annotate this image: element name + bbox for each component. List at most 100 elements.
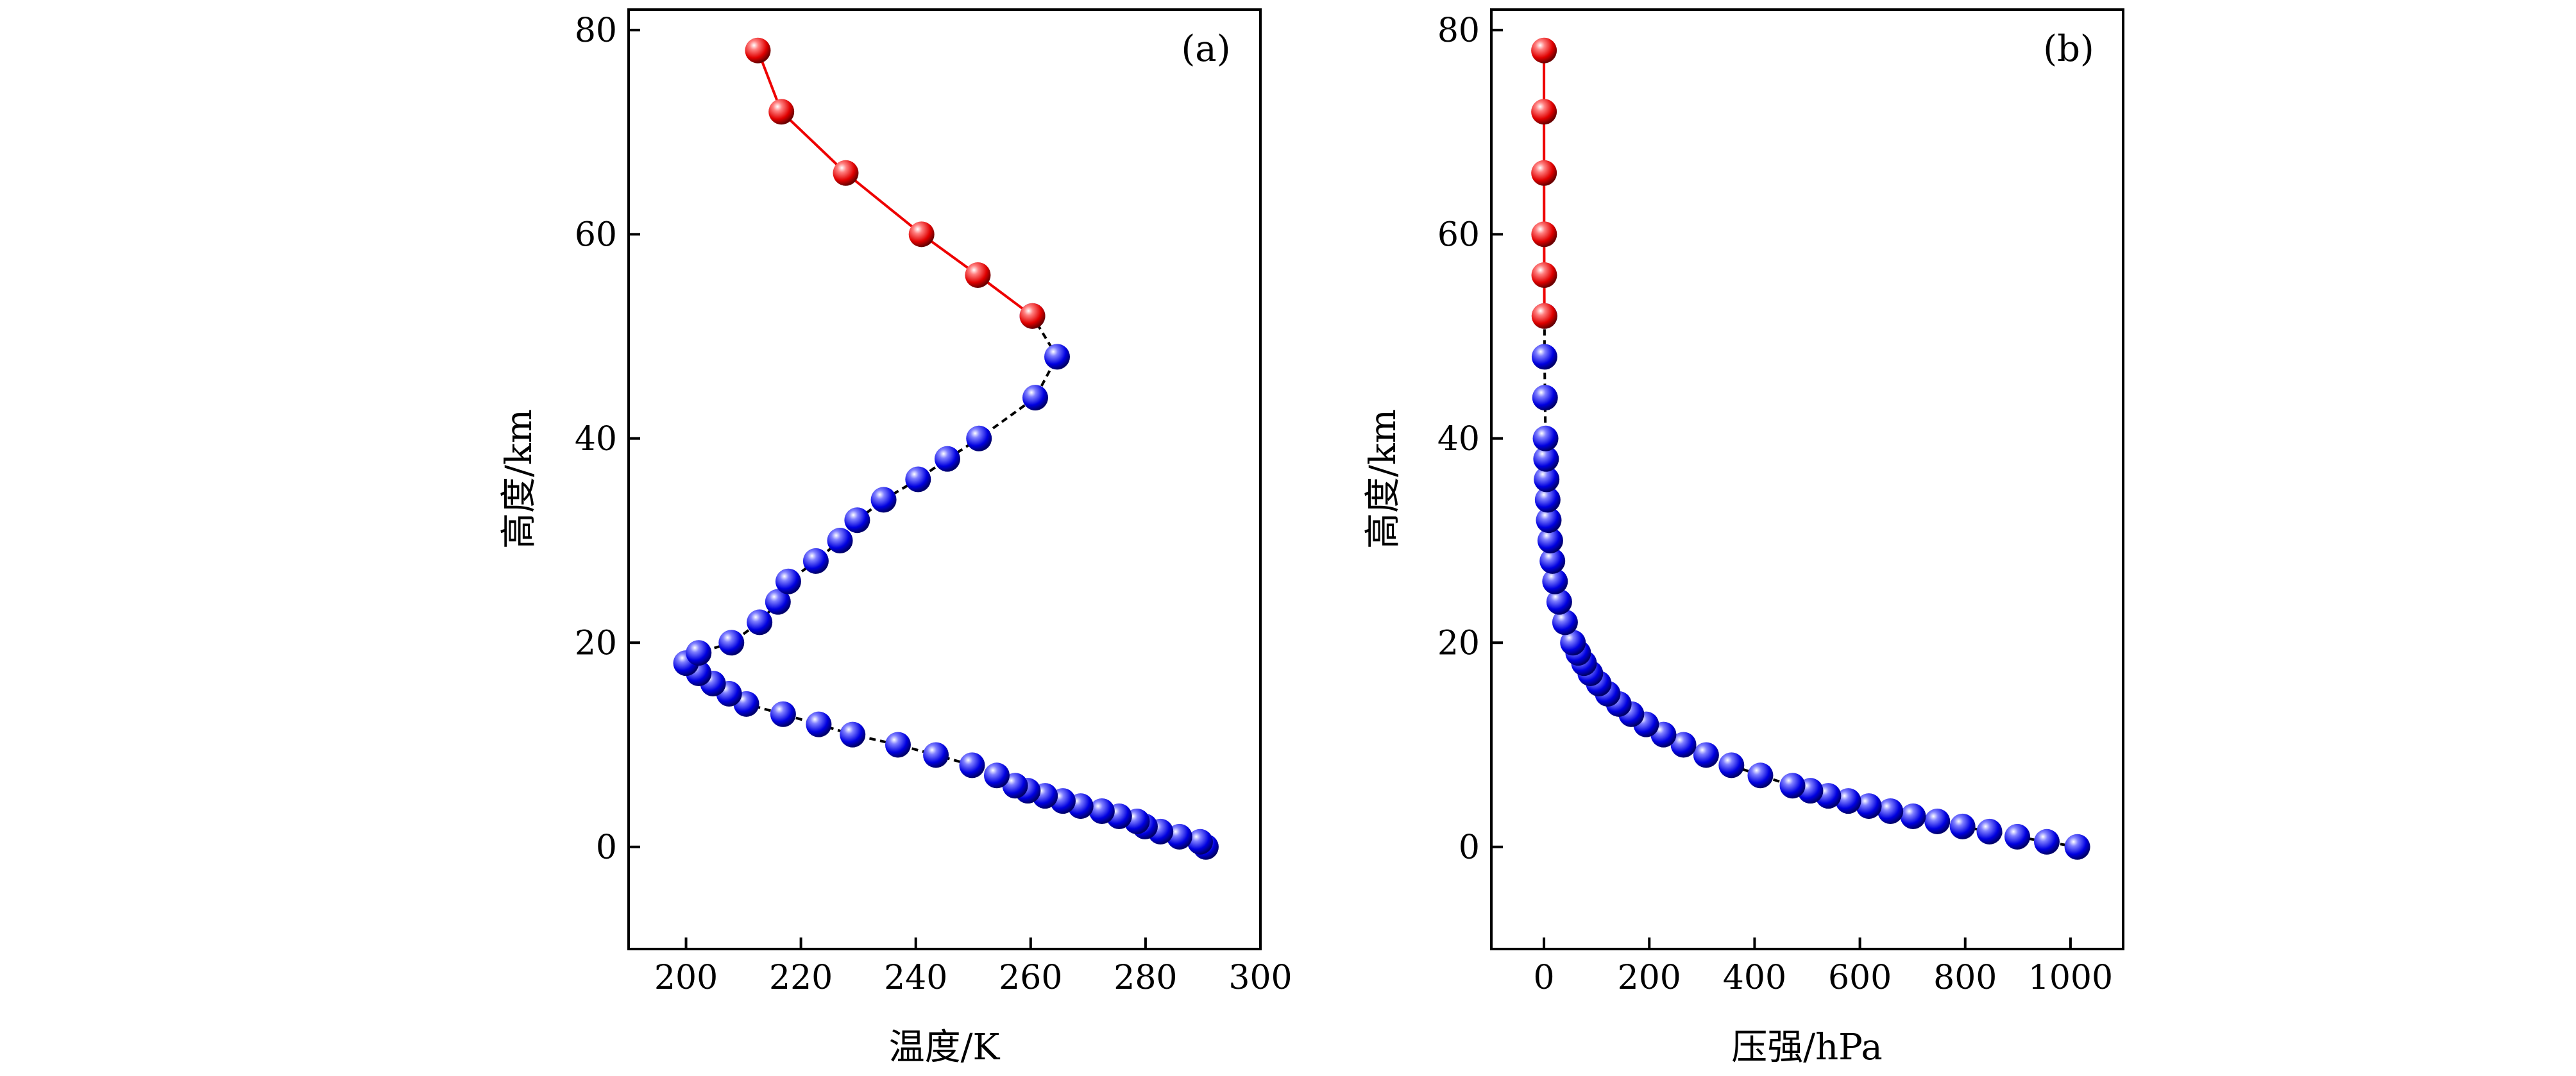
data-point-b-1-3 xyxy=(1531,160,1557,186)
data-point-b-0-1 xyxy=(2033,828,2060,855)
chart-panel-a: 200 220 240 260 280 300 0 20 40 60 80 (a) 温度/K 高度/… xyxy=(498,8,1292,1068)
data-point-b-1-1 xyxy=(1531,262,1557,289)
y-tick-label-a-0: 0 xyxy=(596,828,617,867)
data-point-a-0-7 xyxy=(1089,798,1115,825)
data-point-b-0-13 xyxy=(1747,762,1774,789)
data-point-b-0-4 xyxy=(1949,813,1976,839)
y-tick-label-b-1: 20 xyxy=(1437,624,1480,662)
x-tick-label-b-3: 600 xyxy=(1828,959,1892,997)
axis-ticks-b: 0 200 400 600 800 1000 0 20 40 60 80 xyxy=(1437,12,2113,997)
data-point-a-0-13 xyxy=(983,762,1010,789)
data-point-b-0-9 xyxy=(1835,788,1861,814)
series-markers-a xyxy=(673,37,1219,860)
data-point-b-0-34 xyxy=(1534,466,1560,492)
data-point-b-0-14 xyxy=(1718,752,1745,778)
data-point-b-0-26 xyxy=(1560,630,1586,656)
y-axis-label-a: 高度/km xyxy=(498,409,540,549)
x-tick-label-a-3: 260 xyxy=(999,959,1062,997)
data-point-b-1-2 xyxy=(1531,221,1557,248)
data-point-a-0-27 xyxy=(747,609,773,635)
data-point-a-0-17 xyxy=(840,721,866,748)
data-point-a-0-32 xyxy=(844,507,870,534)
x-tick-label-a-5: 300 xyxy=(1228,959,1292,997)
data-point-b-0-28 xyxy=(1546,589,1572,615)
data-point-a-0-29 xyxy=(775,568,801,594)
data-point-b-1-0 xyxy=(1531,303,1557,329)
data-point-b-0-32 xyxy=(1536,507,1562,534)
data-point-a-0-14 xyxy=(959,752,985,778)
x-tick-label-a-2: 240 xyxy=(884,959,947,997)
data-point-b-0-29 xyxy=(1542,568,1568,594)
axis-ticks-a: 200 220 240 260 280 300 0 20 40 60 80 xyxy=(575,12,1292,997)
x-axis-label-b: 压强/hPa xyxy=(1731,1027,1882,1068)
data-point-a-0-25 xyxy=(686,640,712,666)
data-point-a-1-5 xyxy=(745,37,771,63)
data-point-a-0-1 xyxy=(1187,828,1213,855)
data-point-b-0-31 xyxy=(1537,528,1563,554)
data-point-a-0-33 xyxy=(870,487,897,513)
data-point-b-0-7 xyxy=(1877,798,1904,825)
data-point-a-0-15 xyxy=(923,742,949,768)
data-point-b-0-37 xyxy=(1532,385,1558,411)
data-point-b-0-38 xyxy=(1531,344,1557,370)
panel-label-b: (b) xyxy=(2043,28,2094,70)
data-point-b-1-4 xyxy=(1531,99,1557,125)
data-point-a-0-34 xyxy=(905,466,931,492)
data-point-a-0-36 xyxy=(966,425,992,451)
data-point-a-0-28 xyxy=(765,589,791,615)
x-tick-label-a-1: 220 xyxy=(769,959,833,997)
data-point-b-0-16 xyxy=(1670,732,1697,758)
data-point-b-1-5 xyxy=(1531,37,1557,63)
y-tick-label-a-3: 60 xyxy=(575,215,617,254)
chart-panel-b: 0 200 400 600 800 1000 0 20 40 60 80 (b) 压强/hPa 高度… xyxy=(1362,8,2124,1068)
plot-frame-a xyxy=(627,8,1262,950)
data-point-a-1-2 xyxy=(908,221,935,248)
y-tick-label-a-1: 20 xyxy=(575,624,617,662)
series-lines-b xyxy=(1543,50,2078,848)
x-tick-label-b-5: 1000 xyxy=(2028,959,2113,997)
y-tick-label-a-2: 40 xyxy=(575,420,617,458)
x-tick-label-b-0: 0 xyxy=(1534,959,1555,997)
data-point-b-0-35 xyxy=(1533,446,1559,472)
data-point-b-0-12 xyxy=(1779,773,1806,799)
data-point-a-0-18 xyxy=(806,711,832,737)
x-tick-label-b-1: 200 xyxy=(1618,959,1681,997)
data-point-b-0-0 xyxy=(2064,834,2090,860)
series-markers-b xyxy=(1531,37,2090,860)
y-tick-label-a-4: 80 xyxy=(575,12,617,50)
data-point-b-0-2 xyxy=(2004,823,2031,850)
data-point-a-1-4 xyxy=(768,99,795,125)
data-point-a-0-16 xyxy=(885,732,911,758)
data-point-b-0-27 xyxy=(1552,609,1578,635)
plot-frame-b xyxy=(1490,8,2124,950)
data-point-b-0-3 xyxy=(1976,818,2003,845)
data-point-b-0-5 xyxy=(1924,808,1951,834)
x-tick-label-a-4: 280 xyxy=(1114,959,1177,997)
data-point-b-0-33 xyxy=(1534,487,1561,513)
y-axis-label-b: 高度/km xyxy=(1362,409,1404,549)
data-point-a-1-1 xyxy=(965,262,991,289)
series-line-a-0 xyxy=(684,315,1207,848)
data-point-b-0-15 xyxy=(1693,742,1719,768)
series-line-a-1 xyxy=(756,49,1033,317)
data-point-a-1-3 xyxy=(833,160,859,186)
x-tick-label-b-4: 800 xyxy=(1933,959,1997,997)
y-tick-label-b-2: 40 xyxy=(1437,420,1480,458)
x-tick-label-a-0: 200 xyxy=(654,959,718,997)
x-axis-label-a: 温度/K xyxy=(889,1027,1001,1068)
panel-label-a: (a) xyxy=(1181,28,1230,70)
series-line-b-0 xyxy=(1543,315,2078,848)
data-point-a-0-30 xyxy=(802,548,829,574)
y-tick-label-b-3: 60 xyxy=(1437,215,1480,254)
data-point-a-0-37 xyxy=(1022,385,1048,411)
data-point-a-0-38 xyxy=(1044,344,1071,370)
y-tick-label-b-0: 0 xyxy=(1459,828,1480,867)
x-tick-label-b-2: 400 xyxy=(1723,959,1786,997)
data-point-a-0-26 xyxy=(718,630,745,656)
data-point-b-0-6 xyxy=(1900,803,1926,829)
data-point-b-0-8 xyxy=(1856,793,1882,820)
data-point-a-1-0 xyxy=(1019,303,1046,329)
data-point-b-0-36 xyxy=(1532,425,1559,451)
data-point-a-0-35 xyxy=(934,446,960,472)
